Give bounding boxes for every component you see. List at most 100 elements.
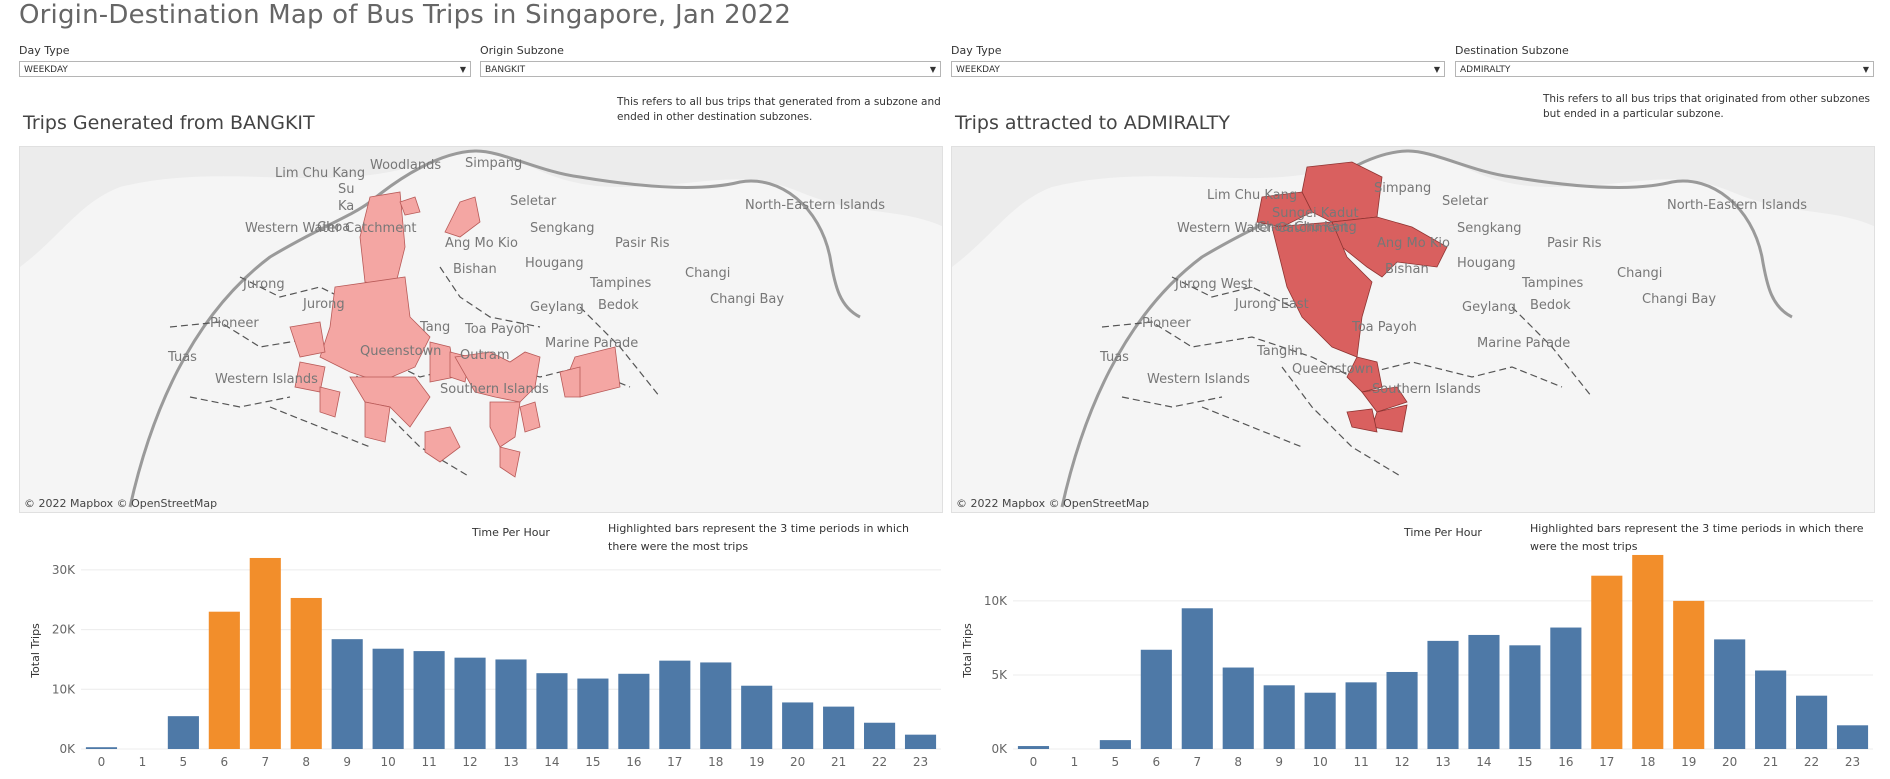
map-label: Jurong West xyxy=(1174,277,1253,292)
bar-hour-15 xyxy=(1509,645,1541,749)
bar-hour-18 xyxy=(700,662,732,749)
origin-subzone-select[interactable]: BANGKIT ▼ xyxy=(480,61,941,77)
x-tick-label: 7 xyxy=(1193,755,1201,769)
bar-hour-11 xyxy=(1345,682,1377,749)
y-axis-label: Total Trips xyxy=(29,623,42,679)
x-tick-label: 1 xyxy=(1071,755,1079,769)
bar-hour-21 xyxy=(823,706,855,749)
bar-hour-14 xyxy=(536,673,568,749)
bar-hour-12 xyxy=(1386,671,1418,749)
x-tick-label: 14 xyxy=(1476,755,1491,769)
map-label: Woodlands xyxy=(370,158,441,173)
map-label: Seletar xyxy=(1442,194,1489,209)
bar-hour-18 xyxy=(1632,554,1664,749)
map-credit[interactable]: © 2022 Mapbox © OpenStreetMap xyxy=(956,497,1150,510)
x-tick-label: 11 xyxy=(421,755,436,769)
bar-hour-16 xyxy=(618,673,650,749)
bar-hour-19 xyxy=(1673,600,1705,749)
day-type-value: WEEKDAY xyxy=(24,65,68,75)
map-label: Bishan xyxy=(453,262,497,277)
day-type-select-right[interactable]: WEEKDAY ▼ xyxy=(951,61,1445,77)
map-label: Western Islands xyxy=(215,372,318,387)
x-tick-label: 16 xyxy=(1558,755,1573,769)
map-label: Marine Parade xyxy=(545,336,638,351)
bar-hour-7 xyxy=(1181,608,1213,749)
map-label: Seletar xyxy=(510,194,557,209)
destination-subzone-label: Destination Subzone xyxy=(1455,44,1569,57)
x-tick-label: 7 xyxy=(261,755,269,769)
x-tick-label: 8 xyxy=(302,755,310,769)
map-label: Tuas xyxy=(1099,350,1129,365)
map-label: Toa Payoh xyxy=(464,322,530,337)
destination-subzone-select[interactable]: ADMIRALTY ▼ xyxy=(1455,61,1874,77)
chart-note: Highlighted bars represent the 3 time pe… xyxy=(608,522,909,553)
bar-hour-22 xyxy=(1796,695,1828,749)
map-label: Bedok xyxy=(598,298,639,313)
bar-hour-10 xyxy=(1304,692,1336,749)
origin-map[interactable]: Woodlands Simpang Lim Chu Kang Su Ka Sel… xyxy=(19,146,943,513)
map-label: North-Eastern Islands xyxy=(1667,198,1807,213)
map-label: Changi xyxy=(685,266,730,281)
map-credit[interactable]: © 2022 Mapbox © OpenStreetMap xyxy=(24,497,218,510)
origin-hourly-chart: 0K 10K 20K 30K Total Trips 0 1 5 6 7 8 9 10 11 12 13 14 1… xyxy=(19,540,943,775)
map-label: Choa xyxy=(317,220,350,235)
map-label: Jurong xyxy=(242,277,285,292)
map-label: Tampines xyxy=(1521,276,1584,291)
map-label: Pioneer xyxy=(210,316,259,331)
x-tick-label: 10 xyxy=(1313,755,1328,769)
x-tick-label: 11 xyxy=(1353,755,1368,769)
chevron-down-icon[interactable]: ▼ xyxy=(929,65,936,74)
x-tick-label: 6 xyxy=(1153,755,1161,769)
bar-hour-12 xyxy=(454,657,486,749)
x-tick-label: 23 xyxy=(913,755,928,769)
map-label: Simpang xyxy=(1374,181,1431,196)
y-tick-label: 0K xyxy=(991,742,1008,756)
y-axis-label: Total Trips xyxy=(961,623,974,679)
x-tick-label: 15 xyxy=(1517,755,1532,769)
destination-map[interactable]: Simpang Lim Chu Kang Sungei Kadut Seleta… xyxy=(951,146,1875,513)
map-label: Sengkang xyxy=(1457,221,1522,236)
bar-hour-8 xyxy=(290,597,322,749)
chevron-down-icon[interactable]: ▼ xyxy=(1433,65,1440,74)
map-label: Western Islands xyxy=(1147,372,1250,387)
x-tick-label: 9 xyxy=(1275,755,1283,769)
x-tick-label: 17 xyxy=(1599,755,1614,769)
map-label: Hougang xyxy=(525,256,584,271)
bar-hour-23 xyxy=(904,734,937,749)
x-tick-label: 20 xyxy=(1722,755,1737,769)
bar-hour-11 xyxy=(413,651,445,749)
chevron-down-icon[interactable]: ▼ xyxy=(459,65,466,74)
destination-subzone-value: ADMIRALTY xyxy=(1460,65,1511,75)
map-label: Changi Bay xyxy=(1642,292,1716,307)
day-type-select[interactable]: WEEKDAY ▼ xyxy=(19,61,471,77)
map-label: Tanglin xyxy=(1256,344,1303,359)
chevron-down-icon[interactable]: ▼ xyxy=(1862,65,1869,74)
destination-map-canvas: Simpang Lim Chu Kang Sungei Kadut Seleta… xyxy=(952,147,1874,512)
map-label: Pasir Ris xyxy=(615,236,670,251)
x-tick-label: 13 xyxy=(503,755,518,769)
bar-hour-9 xyxy=(331,639,363,749)
map-label: Hougang xyxy=(1457,256,1516,271)
map-label: Ang Mo Kio xyxy=(445,236,518,251)
map-label: Changi xyxy=(1617,266,1662,281)
bar-hour-14 xyxy=(1468,634,1500,749)
day-type-label-right: Day Type xyxy=(951,44,1002,57)
x-tick-label: 21 xyxy=(831,755,846,769)
x-tick-label: 8 xyxy=(1234,755,1242,769)
bar-hour-9 xyxy=(1263,685,1295,749)
x-tick-label: 19 xyxy=(1681,755,1696,769)
bar-hour-20 xyxy=(782,702,814,749)
map-label: Southern Islands xyxy=(440,382,549,397)
origin-subzone-label: Origin Subzone xyxy=(480,44,564,57)
x-tick-label: 5 xyxy=(1112,755,1120,769)
map-label: Tuas xyxy=(167,350,197,365)
dashboard-title: Origin-Destination Map of Bus Trips in S… xyxy=(19,0,792,30)
map-label: Lim Chu Kang xyxy=(275,166,365,181)
bar-hour-10 xyxy=(372,648,404,749)
bar-hour-21 xyxy=(1755,670,1787,749)
x-tick-label: 10 xyxy=(381,755,396,769)
origin-subzone-value: BANGKIT xyxy=(485,65,526,75)
map-label: Outram xyxy=(460,348,510,363)
bar-hour-6 xyxy=(1140,649,1172,749)
day-type-value-right: WEEKDAY xyxy=(956,65,1000,75)
